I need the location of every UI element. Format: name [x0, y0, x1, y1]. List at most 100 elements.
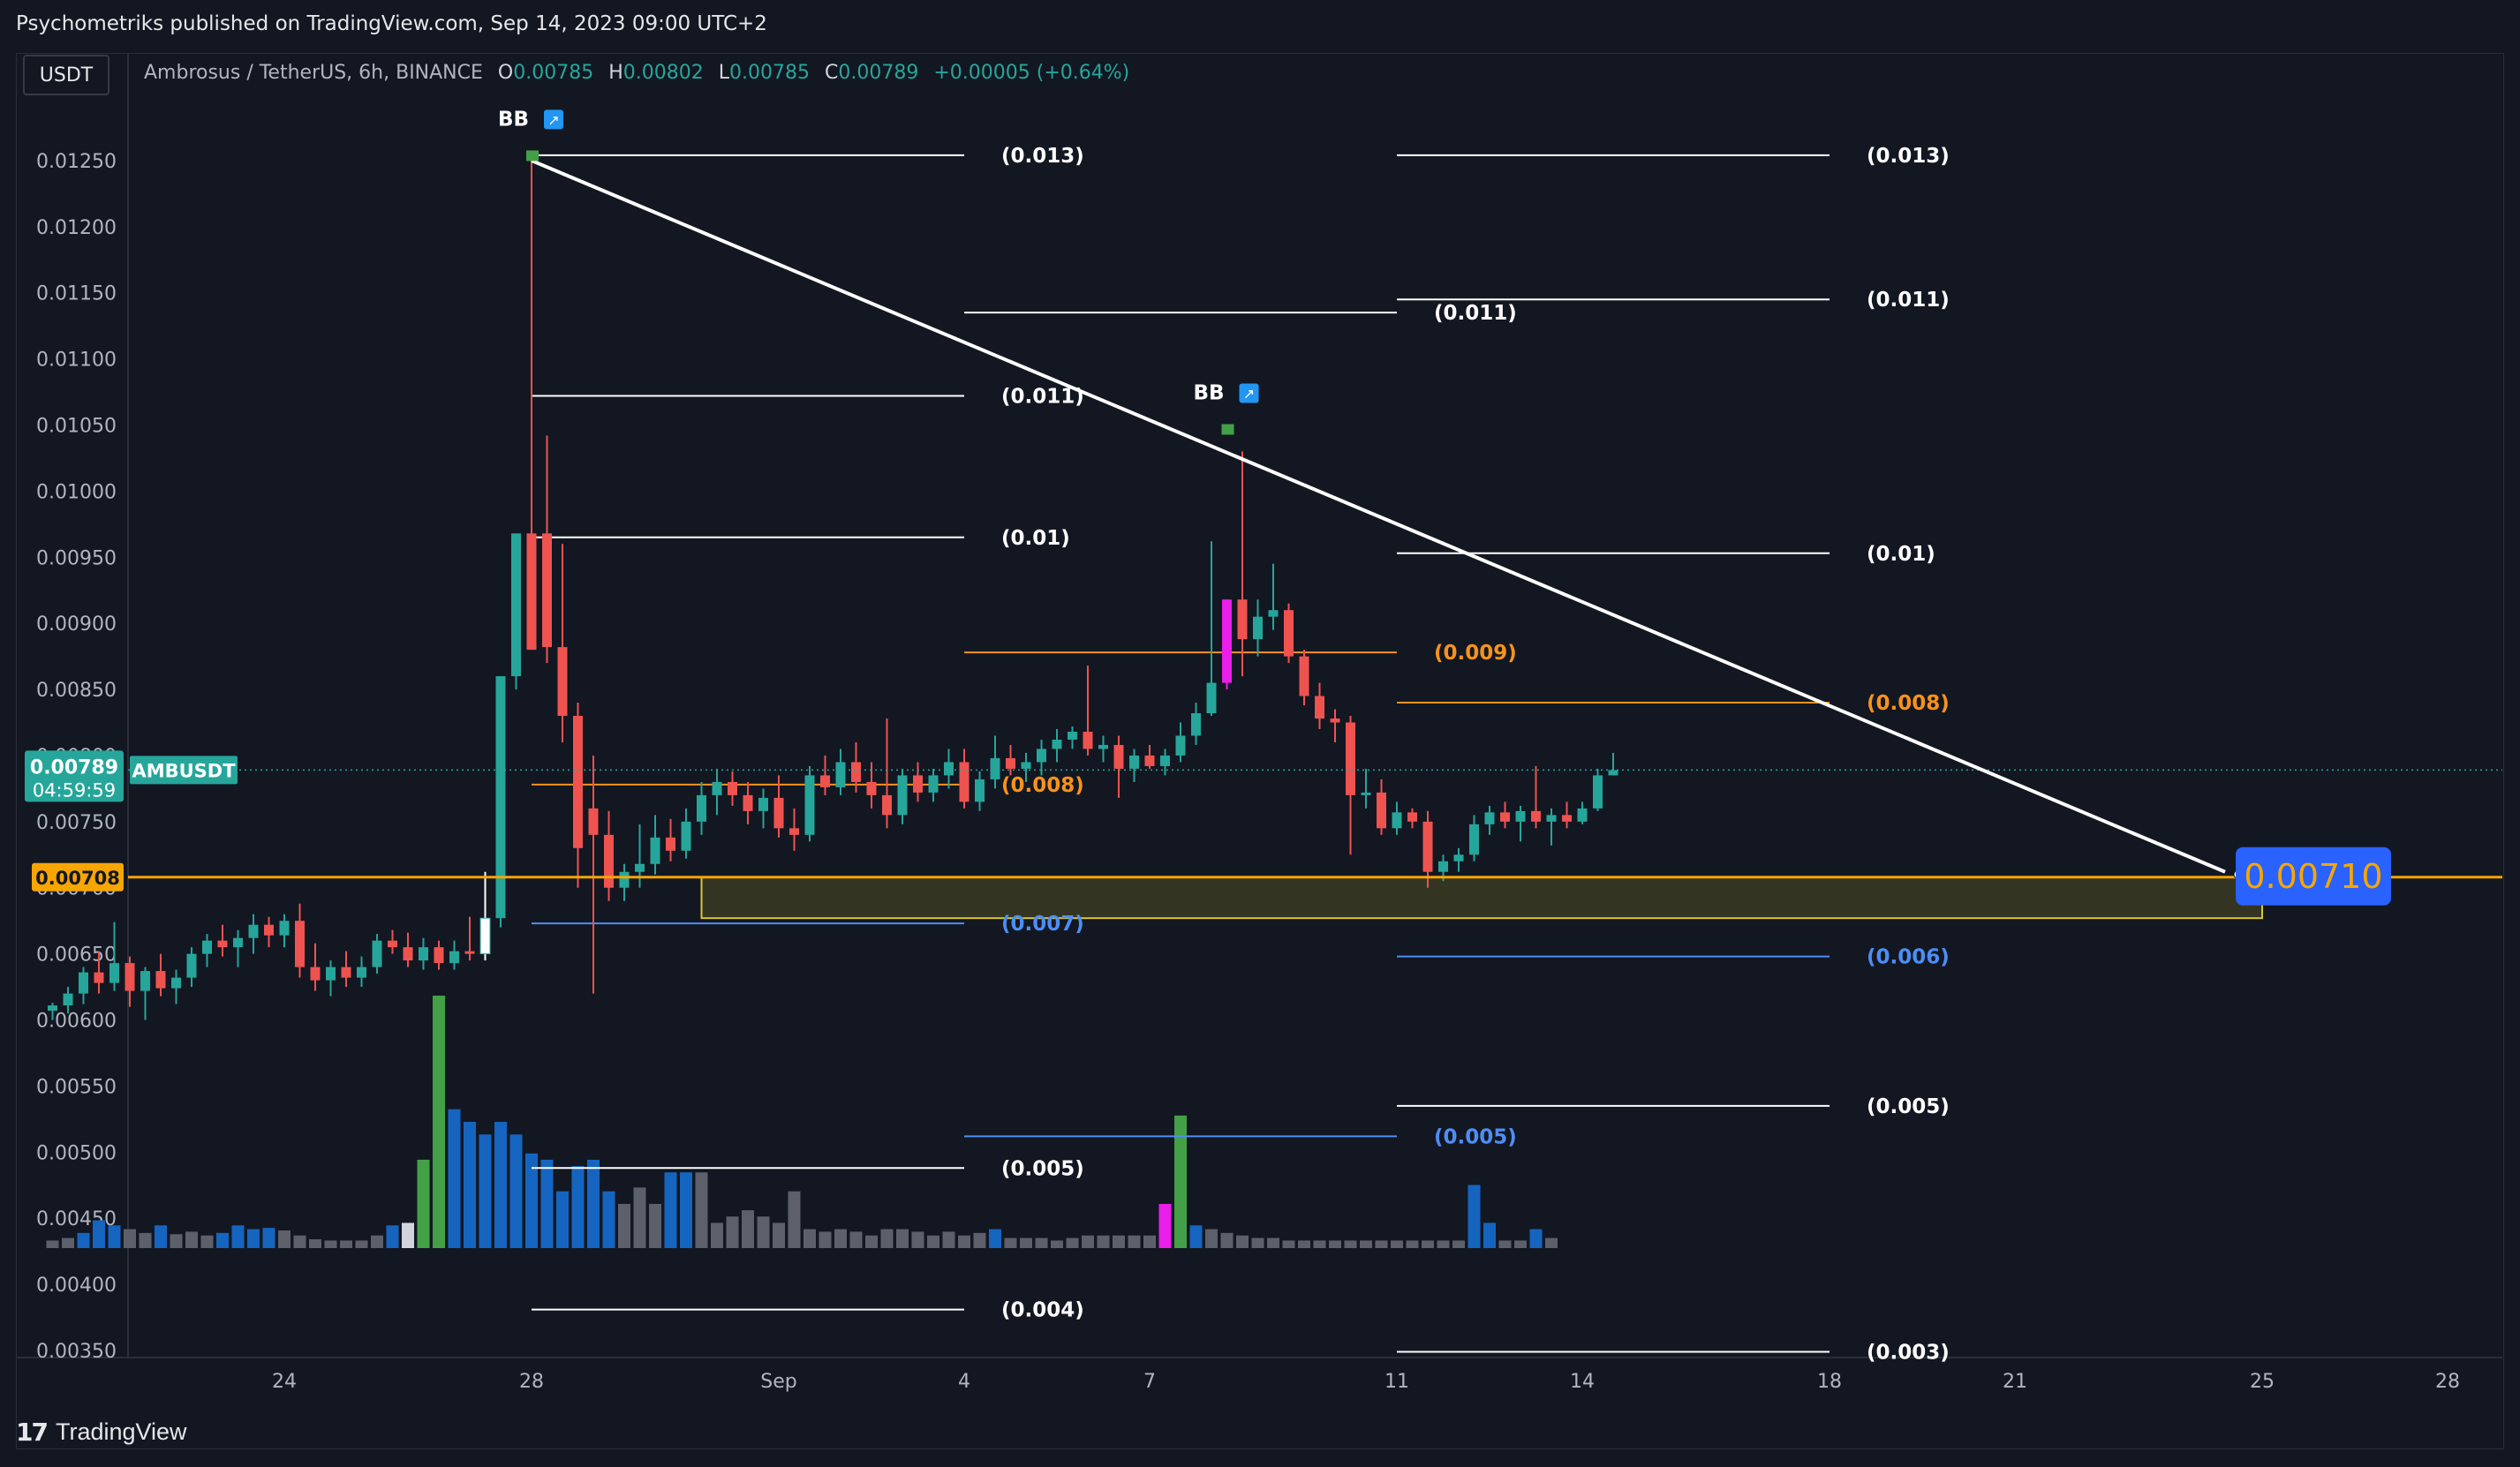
candle-body: [310, 967, 321, 981]
volume-bar: [664, 1172, 677, 1248]
candle-body: [1268, 610, 1279, 617]
candle-body: [1098, 744, 1108, 749]
candle-body: [1484, 812, 1495, 824]
tradingview-logo-icon[interactable]: 𝟭𝟳: [16, 1418, 49, 1447]
candle-body: [1253, 616, 1263, 640]
candle-body: [1330, 718, 1340, 723]
candle-body: [1608, 770, 1618, 776]
candle-body: [1407, 812, 1417, 822]
price-tick-label: 0.01100: [36, 350, 117, 372]
candle-body: [1113, 744, 1124, 769]
candle-body: [681, 821, 691, 851]
candle-body: [1068, 731, 1077, 740]
candle-body: [464, 951, 475, 954]
price-tick-label: 0.01200: [36, 217, 117, 239]
price-tick-label: 0.00500: [36, 1142, 117, 1164]
volume-bar: [509, 1134, 523, 1248]
volume-bar: [525, 1153, 538, 1248]
candle-body: [820, 775, 830, 787]
volume-bar: [464, 1122, 476, 1248]
candle-body: [650, 837, 660, 864]
trendline-layer: [128, 159, 2502, 879]
candle-body: [897, 775, 908, 816]
volume-bar: [618, 1203, 630, 1248]
volume-bar: [1452, 1240, 1465, 1248]
candle-body: [1160, 755, 1170, 766]
volume-bar: [231, 1225, 245, 1248]
volume-bar: [989, 1229, 1001, 1248]
candle-body: [48, 1005, 57, 1012]
volume-bar: [1422, 1240, 1434, 1248]
published-caption: Psychometriks published on TradingView.c…: [16, 12, 767, 35]
top-bar: Psychometriks published on TradingView.c…: [0, 0, 2520, 53]
signal-link-icon: [1239, 383, 1259, 403]
volume-bar: [742, 1210, 754, 1248]
candle-body: [264, 924, 274, 936]
volume-bar: [324, 1240, 337, 1248]
axes-layer: 0.003500.004000.004500.005000.005500.006…: [16, 53, 2502, 1393]
volume-bar: [278, 1230, 290, 1248]
volume-bar: [958, 1235, 970, 1248]
volume-bar: [155, 1225, 167, 1248]
candle-body: [357, 967, 366, 978]
level-label: (0.01): [1001, 527, 1070, 550]
volume-bar: [170, 1234, 183, 1248]
volume-bar: [1128, 1235, 1141, 1248]
candle-body: [913, 775, 923, 793]
candle-body: [835, 762, 846, 787]
footer: 𝟭𝟳 TradingView: [16, 1418, 187, 1447]
candle-body: [279, 921, 290, 936]
volume-bar: [124, 1229, 136, 1248]
arrow-icon: ↗: [547, 111, 559, 128]
price-tick-label: 0.00350: [36, 1341, 117, 1363]
candle-body: [635, 863, 645, 872]
volume-bar: [804, 1229, 816, 1248]
currency-button[interactable]: USDT: [23, 55, 109, 95]
volume-bar: [200, 1235, 214, 1248]
volume-bar: [757, 1216, 770, 1248]
candle-body: [79, 972, 88, 994]
volume-bar: [849, 1231, 863, 1248]
current-price-tag: [25, 750, 124, 802]
time-tick-label: 24: [272, 1371, 297, 1393]
footer-brand[interactable]: TradingView: [55, 1418, 187, 1445]
candle-body: [619, 871, 630, 888]
price-tick-label: 0.01250: [36, 151, 117, 173]
level-label: (0.008): [1001, 774, 1084, 797]
legend-open-label: O: [497, 62, 514, 84]
volume-bar: [1483, 1222, 1496, 1248]
candle-body: [295, 921, 305, 967]
current-price-value: 0.00789: [30, 756, 118, 779]
candle-body: [1191, 713, 1201, 736]
candle-body: [1129, 755, 1139, 769]
candle-body: [94, 972, 104, 983]
candle-body: [1144, 755, 1155, 766]
volume-bar: [726, 1216, 739, 1248]
candle-body: [1438, 861, 1448, 872]
volume-bar: [1514, 1240, 1527, 1248]
volume-bar: [1545, 1238, 1558, 1248]
candle-body: [1361, 792, 1371, 795]
level-label: (0.01): [1867, 543, 1935, 566]
candle-body: [1315, 696, 1324, 719]
time-tick-label: 21: [2003, 1371, 2027, 1393]
legend-title[interactable]: Ambrosus / TetherUS, 6h, BINANCE: [144, 62, 483, 84]
price-tick-label: 0.01050: [36, 415, 117, 437]
candle-body: [959, 762, 970, 802]
volume-bar: [108, 1225, 121, 1248]
candle-body: [712, 781, 722, 795]
candle-body: [140, 971, 150, 991]
candle-body: [202, 940, 212, 954]
volume-bar: [1498, 1240, 1512, 1248]
volume-bar: [402, 1222, 414, 1248]
signal-link-icon: [544, 109, 563, 130]
legend-close-label: C: [825, 62, 839, 84]
candle-body: [928, 775, 939, 793]
volume-bar: [1220, 1232, 1234, 1248]
price-tick-label: 0.01150: [36, 283, 117, 305]
volume-bar: [77, 1232, 90, 1248]
candle-body: [1052, 739, 1062, 749]
time-tick-label: 4: [958, 1371, 970, 1393]
level-label: (0.013): [1001, 145, 1084, 168]
